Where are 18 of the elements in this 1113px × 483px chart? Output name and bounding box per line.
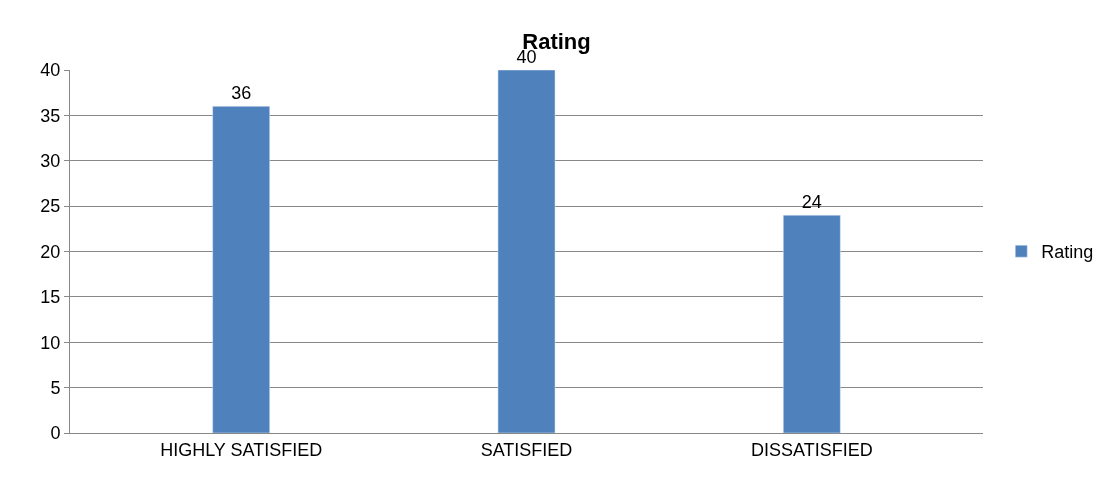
y-tick-label: 35	[40, 105, 61, 126]
y-tick-label: 30	[40, 151, 61, 172]
y-tick-label: 40	[40, 60, 61, 81]
y-tick-label: 5	[50, 377, 61, 398]
data-label: 36	[231, 83, 252, 104]
x-tick-label: HIGHLY SATISFIED	[160, 439, 323, 460]
y-tick-label: 10	[40, 332, 61, 353]
bar	[212, 106, 270, 433]
bar	[497, 70, 556, 433]
y-tick-label: 15	[40, 287, 61, 308]
legend-label: Rating	[1041, 242, 1094, 263]
bar	[783, 214, 841, 433]
x-tick-label: DISSATISFIED	[750, 439, 873, 460]
y-tick-label: 25	[40, 196, 61, 217]
y-tick-label: 20	[40, 241, 61, 262]
y-tick-label: 0	[50, 423, 61, 444]
data-label: 24	[801, 192, 822, 213]
x-tick-label: SATISFIED	[480, 439, 573, 460]
